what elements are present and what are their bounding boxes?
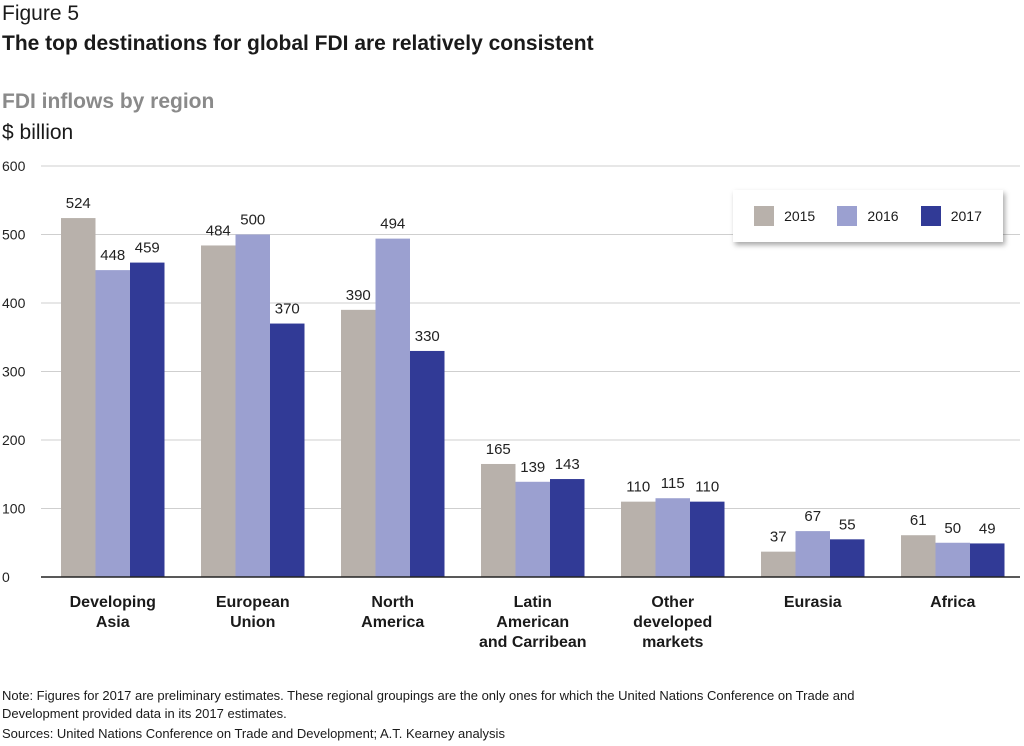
data-label: 139 [520, 459, 545, 476]
bar-2015 [201, 245, 236, 577]
bar-2015 [761, 551, 796, 577]
bar-2017 [830, 539, 865, 577]
data-label: 484 [206, 222, 231, 239]
legend-item-2016: 2016 [837, 206, 899, 226]
bar-2015 [481, 463, 516, 577]
data-label: 524 [66, 195, 91, 212]
y-tick-label: 600 [2, 158, 26, 174]
figure-title: The top destinations for global FDI are … [2, 32, 594, 55]
figure-label: Figure 5 [2, 2, 80, 25]
bar-2017 [690, 501, 725, 577]
bar-2016 [935, 542, 970, 577]
data-label: 61 [910, 512, 927, 529]
data-label: 165 [486, 441, 511, 458]
sources: Sources: United Nations Conference on Tr… [2, 726, 505, 741]
data-label: 448 [100, 247, 125, 264]
legend-item-2015: 2015 [754, 206, 815, 226]
data-label: 494 [380, 216, 405, 233]
x-tick-label: Africa [930, 594, 975, 611]
bar-2016 [375, 238, 410, 578]
x-tick-label: Developing [70, 594, 156, 611]
y-tick-label: 200 [2, 432, 26, 448]
data-label: 390 [346, 287, 371, 304]
y-tick-label: 300 [2, 364, 26, 380]
bar-2017 [410, 350, 445, 577]
data-label: 143 [555, 456, 580, 473]
x-tick-label: developed [633, 614, 712, 631]
legend-swatch [920, 206, 941, 226]
bar-2015 [621, 501, 656, 577]
bar-2017 [970, 543, 1005, 577]
data-label: 67 [804, 508, 821, 525]
bar-2015 [901, 535, 936, 577]
y-tick-label: 0 [2, 569, 10, 585]
data-label: 110 [695, 479, 719, 496]
data-label: 37 [770, 529, 787, 546]
data-label: 50 [944, 520, 961, 537]
legend-item-2017: 2017 [920, 206, 982, 226]
data-label: 370 [275, 301, 300, 318]
bar-2015 [61, 218, 96, 577]
data-label: 330 [415, 328, 440, 345]
legend-swatch [754, 206, 775, 226]
x-tick-label: Eurasia [784, 594, 842, 611]
x-tick-label: Union [230, 614, 275, 631]
data-label: 459 [135, 240, 160, 257]
legend-label: 2017 [950, 208, 982, 224]
bar-2017 [270, 323, 305, 577]
bar-2017 [130, 262, 165, 577]
data-label: 500 [240, 212, 265, 229]
y-tick-label: 400 [2, 295, 26, 311]
data-label: 49 [979, 520, 996, 537]
y-tick-label: 500 [2, 227, 26, 243]
bar-2016 [655, 498, 690, 577]
x-tick-label: European [216, 594, 290, 611]
bar-2017 [550, 479, 585, 577]
legend-swatch [837, 206, 858, 226]
x-tick-label: Other [651, 594, 694, 611]
x-tick-label: and Carribean [479, 634, 587, 651]
y-tick-label: 100 [2, 501, 26, 517]
x-tick-label: Latin [514, 594, 552, 611]
note: Note: Figures for 2017 are preliminary e… [2, 688, 855, 721]
chart-title: FDI inflows by region [2, 90, 215, 113]
data-label: 115 [661, 475, 685, 492]
bar-2016 [795, 531, 830, 577]
legend: 2015 2016 2017 [733, 190, 1003, 242]
legend-label: 2015 [784, 208, 816, 224]
bar-chart: 0 100 200 300 400 500 600 524 448 459 Developing As… [2, 158, 1020, 651]
x-tick-label: markets [642, 634, 703, 651]
data-label: 55 [839, 516, 856, 533]
data-label: 110 [626, 479, 650, 496]
x-tick-label: North [371, 594, 414, 611]
x-tick-label: Asia [96, 614, 130, 631]
bar-2016 [235, 234, 270, 577]
x-tick-label: America [361, 614, 424, 631]
bar-2016 [95, 270, 130, 577]
bar-2016 [515, 481, 550, 577]
y-axis-unit: $ billion [2, 121, 74, 144]
bar-2015 [341, 309, 376, 577]
x-tick-label: American [496, 614, 569, 631]
legend-label: 2016 [867, 208, 899, 224]
